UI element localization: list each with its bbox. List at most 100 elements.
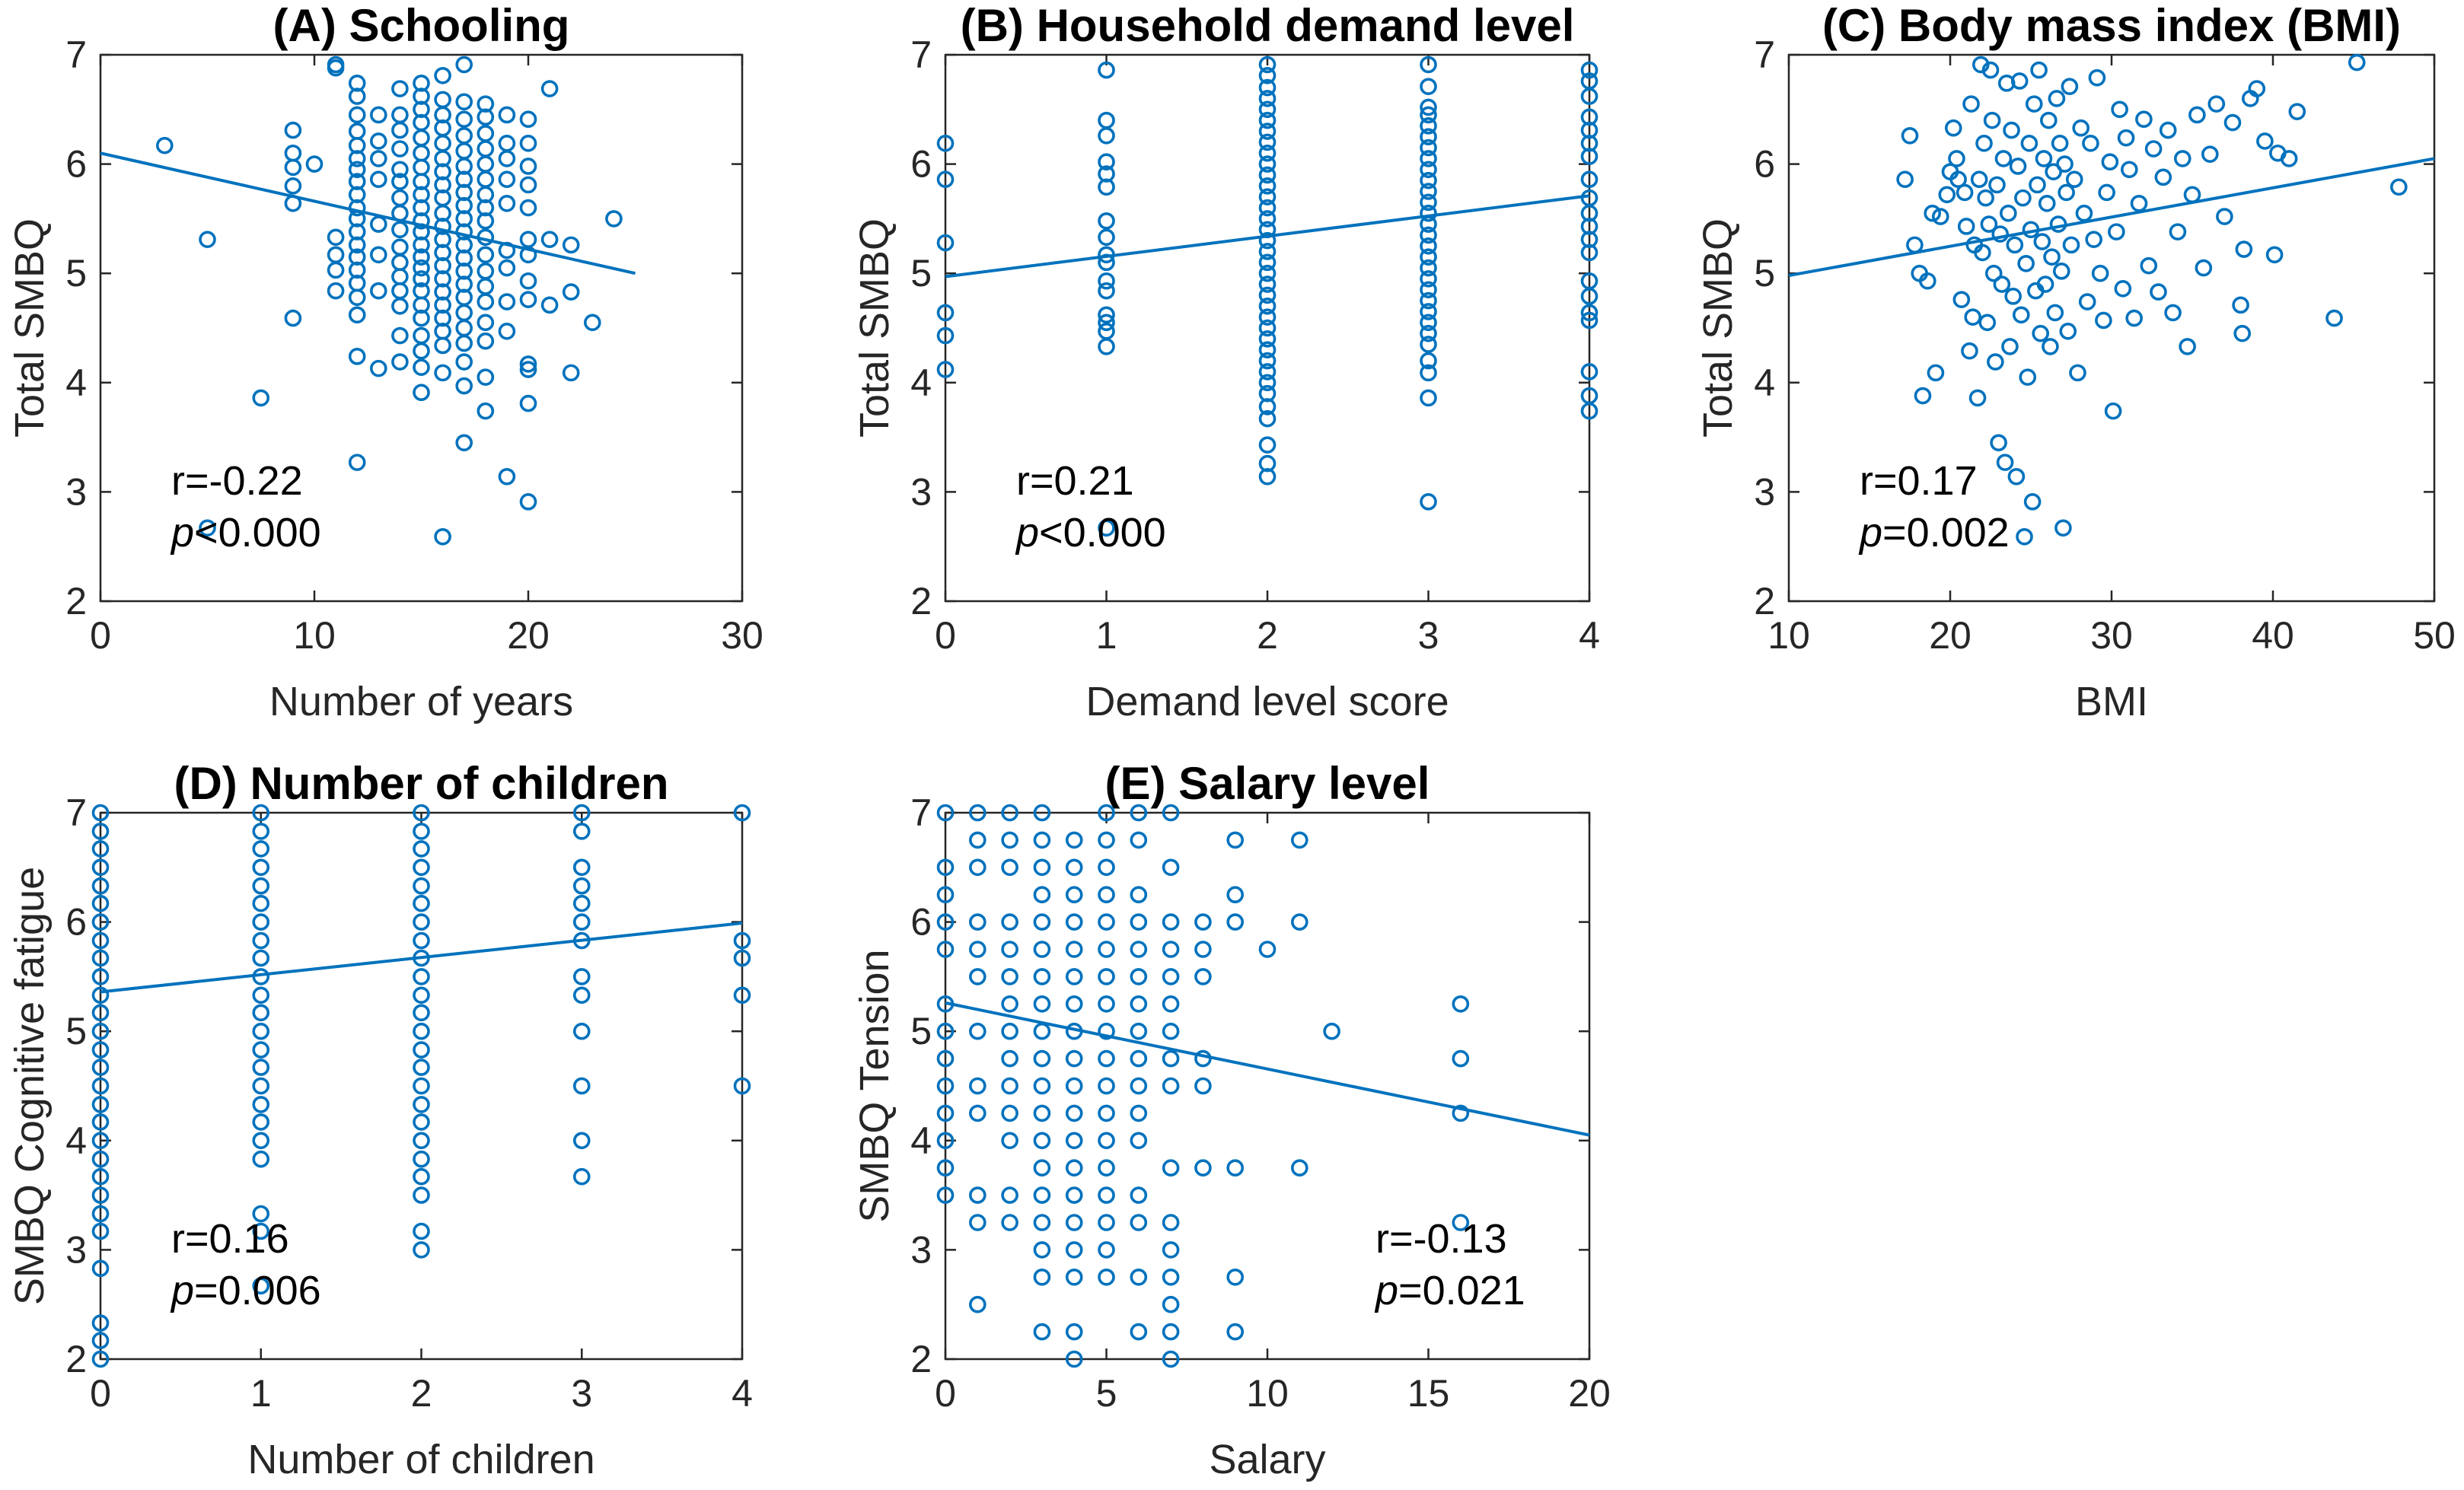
x-tick-label: 50: [2413, 614, 2456, 657]
x-tick-label: 10: [1246, 1372, 1289, 1415]
data-point: [2082, 135, 2099, 152]
data-point: [434, 336, 451, 355]
data-point: [1065, 1159, 1083, 1176]
y-tick-label: 7: [910, 33, 932, 76]
data-point: [1949, 170, 1967, 189]
data-point: [1226, 1269, 1244, 1286]
data-point: [1420, 291, 1437, 310]
data-point: [1978, 314, 1997, 332]
data-point: [252, 1222, 270, 1240]
data-point: [252, 1277, 270, 1295]
data-point: [1098, 804, 1115, 822]
data-point: [2085, 231, 2102, 248]
data-point: [1420, 171, 1437, 189]
y-axis-label: SMBQ Tension: [852, 949, 897, 1222]
data-point: [413, 1059, 430, 1076]
data-point: [936, 1077, 955, 1095]
data-point: [1258, 199, 1277, 217]
data-point: [2223, 113, 2242, 132]
data-point: [1065, 941, 1083, 958]
data-point: [369, 150, 387, 167]
p-symbol: p: [170, 1268, 194, 1313]
data-point: [434, 91, 451, 109]
data-point: [1580, 304, 1599, 322]
data-point: [1065, 995, 1083, 1013]
data-point: [1420, 314, 1437, 332]
y-tick-label: 2: [1754, 580, 1775, 622]
data-point: [1033, 941, 1051, 958]
data-point: [1130, 1049, 1148, 1068]
data-point: [572, 968, 591, 985]
data-point: [1258, 166, 1277, 184]
data-point: [369, 282, 387, 300]
data-point: [969, 968, 987, 985]
data-point: [936, 1186, 955, 1204]
data-point: [91, 823, 110, 840]
data-point: [1580, 244, 1599, 262]
data-point: [519, 361, 537, 378]
data-point: [1098, 995, 1115, 1013]
data-point: [1130, 1269, 1148, 1286]
y-tick-label: 3: [65, 470, 87, 513]
data-point: [348, 236, 366, 254]
data-point: [1001, 831, 1018, 849]
correlation-r-label: r=0.21: [1016, 458, 1134, 504]
y-axis-label: SMBQ Cognitive fatigue: [7, 867, 53, 1305]
data-point: [519, 272, 537, 290]
data-point: [1098, 126, 1115, 145]
x-tick-label: 10: [293, 614, 336, 657]
data-point: [2159, 121, 2177, 139]
data-point: [1420, 324, 1437, 342]
data-point: [2088, 68, 2106, 87]
data-point: [413, 358, 430, 376]
data-point: [91, 1004, 110, 1022]
data-point: [1001, 941, 1018, 958]
data-point: [1001, 1022, 1018, 1040]
data-point: [1162, 995, 1180, 1013]
data-point: [1420, 78, 1437, 95]
scatter-series: [936, 804, 1470, 1368]
data-point: [1130, 941, 1148, 958]
data-point: [91, 1059, 110, 1076]
data-point: [455, 142, 473, 160]
data-point: [733, 931, 751, 950]
data-point: [91, 1332, 110, 1349]
data-point: [477, 170, 495, 189]
data-point: [413, 326, 430, 345]
y-tick-label: 3: [65, 1228, 87, 1271]
data-point: [1130, 804, 1148, 822]
data-point: [1098, 314, 1115, 332]
data-point: [2016, 527, 2033, 546]
correlation-r-label: r=-0.13: [1375, 1216, 1507, 1262]
data-point: [413, 129, 430, 147]
data-point: [2248, 80, 2266, 97]
data-point: [733, 949, 751, 967]
data-point: [2061, 78, 2079, 95]
data-point: [1130, 1214, 1148, 1231]
data-point: [91, 1022, 110, 1040]
data-point: [369, 215, 387, 233]
y-axis-label: Total SMBQ: [852, 218, 897, 438]
data-point: [1968, 389, 1987, 407]
data-point: [477, 402, 495, 420]
data-point: [1065, 1241, 1083, 1259]
data-point: [391, 189, 409, 207]
data-point: [413, 931, 430, 950]
data-point: [284, 309, 302, 327]
data-point: [2233, 324, 2252, 342]
data-point: [2001, 338, 2019, 355]
data-point: [413, 1167, 430, 1186]
data-point: [455, 377, 473, 395]
data-point: [1258, 123, 1277, 140]
data-point: [1001, 1132, 1018, 1150]
data-point: [519, 199, 537, 217]
data-point: [477, 293, 495, 310]
data-point: [1162, 858, 1180, 877]
data-point: [369, 170, 387, 189]
data-point: [1130, 886, 1148, 903]
data-point: [1001, 1104, 1018, 1122]
data-point: [2265, 246, 2284, 264]
data-point: [2059, 323, 2077, 340]
data-point: [434, 66, 451, 84]
